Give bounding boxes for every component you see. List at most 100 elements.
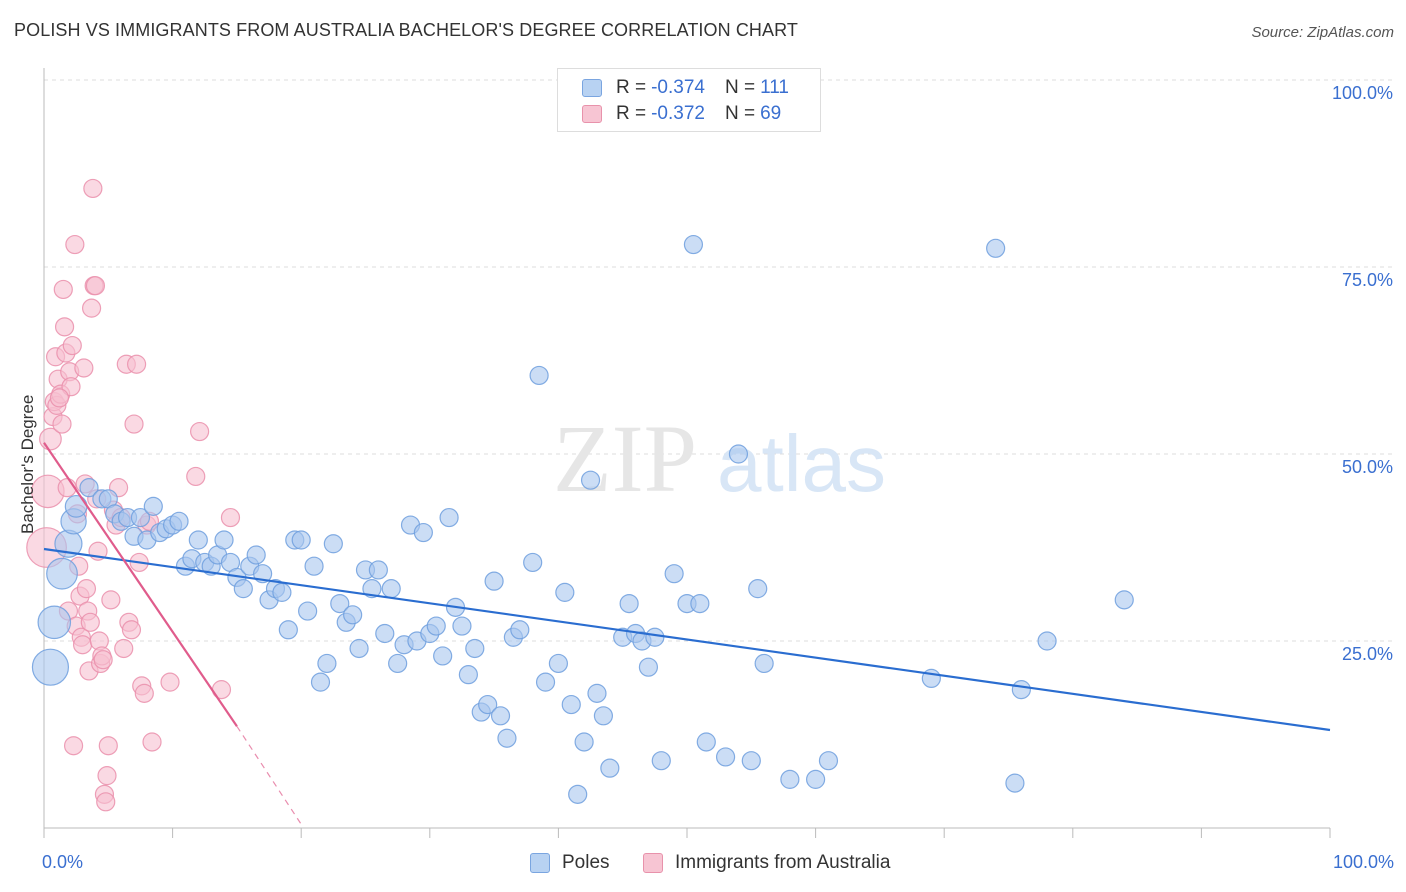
data-point-poles — [64, 494, 88, 518]
watermark-atlas: atlas — [717, 419, 886, 508]
data-point-poles — [31, 648, 70, 686]
data-point-poles — [381, 579, 401, 599]
data-point-poles — [497, 728, 517, 748]
data-point-poles — [986, 238, 1006, 258]
y-tick-label: 25.0% — [1342, 644, 1393, 664]
data-point-poles — [375, 623, 395, 644]
y-tick-labels: 100.0% 75.0% 50.0% 25.0% — [1332, 83, 1393, 664]
data-point-immigrants — [134, 683, 154, 703]
data-point-poles — [568, 784, 588, 804]
data-point-immigrants — [142, 732, 162, 752]
data-point-poles — [715, 747, 736, 767]
data-point-poles — [780, 769, 800, 789]
data-point-immigrants — [101, 590, 121, 610]
data-point-poles — [580, 470, 601, 490]
data-point-poles — [169, 511, 189, 531]
correlation-legend: R = -0.374 N = 111 R = -0.372 N = 69 — [557, 68, 821, 132]
data-point-immigrants — [72, 635, 93, 655]
data-point-immigrants — [114, 638, 134, 659]
data-point-poles — [574, 732, 594, 752]
data-point-poles — [291, 530, 311, 550]
n-value: 111 — [760, 77, 789, 98]
legend-swatch-pink — [582, 105, 602, 123]
data-point-poles — [1037, 631, 1057, 651]
legend-swatch-blue — [530, 853, 550, 873]
watermark: ZIP atlas — [553, 405, 886, 512]
data-point-poles — [484, 571, 504, 591]
data-point-poles — [478, 694, 498, 715]
data-point-poles — [368, 560, 388, 580]
data-point-poles — [343, 605, 363, 625]
data-point-poles — [690, 593, 710, 614]
data-point-poles — [349, 638, 369, 659]
data-point-poles — [79, 478, 99, 498]
data-point-poles — [465, 638, 485, 659]
data-point-poles — [130, 507, 151, 528]
data-point-poles — [696, 732, 716, 752]
data-point-poles — [37, 605, 72, 640]
data-point-immigrants — [97, 766, 117, 786]
data-point-immigrants — [65, 234, 85, 255]
data-point-poles — [317, 653, 337, 674]
data-point-poles — [683, 234, 704, 255]
series-legend: Poles Immigrants from Australia — [0, 850, 1406, 880]
legend-swatch-blue — [582, 79, 602, 97]
data-point-poles — [535, 672, 556, 692]
data-point-poles — [214, 530, 234, 550]
data-point-poles — [510, 620, 530, 640]
source-label: Source: ZipAtlas.com — [1251, 24, 1394, 41]
data-point-poles — [805, 769, 826, 789]
data-point-poles — [1114, 590, 1134, 610]
data-point-immigrants — [190, 421, 210, 442]
data-point-poles — [452, 616, 472, 636]
x-min-label: 0.0% — [42, 852, 84, 872]
data-point-poles — [818, 751, 839, 771]
trend-line-poles — [43, 547, 1331, 732]
data-point-immigrants — [81, 298, 102, 318]
legend-label: Immigrants from Australia — [675, 852, 891, 873]
data-point-poles — [388, 653, 408, 674]
data-point-poles — [143, 496, 163, 516]
data-point-immigrants — [85, 276, 106, 296]
data-point-immigrants — [83, 178, 103, 199]
r-label: R = — [616, 103, 647, 124]
data-point-immigrants — [96, 792, 116, 812]
y-tick-label: 100.0% — [1332, 83, 1393, 103]
trend-line-immigrants-extension — [236, 725, 302, 825]
data-point-poles — [458, 665, 478, 685]
data-point-poles — [272, 582, 292, 602]
data-point-poles — [645, 627, 665, 647]
data-point-poles — [1005, 773, 1025, 793]
data-point-poles — [754, 653, 774, 674]
trend-line-immigrants — [43, 442, 238, 727]
data-point-poles — [439, 507, 459, 528]
watermark-zip: ZIP — [553, 405, 697, 512]
trend-lines — [43, 442, 1331, 825]
data-point-immigrants — [220, 507, 241, 528]
data-point-immigrants — [121, 620, 142, 640]
n-label: N = — [724, 103, 756, 124]
data-point-poles — [298, 601, 318, 621]
legend-row-poles: R = -0.374 N = 111 — [582, 76, 789, 100]
legend-row-immigrants: R = -0.372 N = 69 — [582, 102, 781, 126]
data-point-immigrants — [63, 736, 84, 756]
data-point-poles — [310, 672, 331, 692]
data-point-poles — [323, 534, 343, 554]
data-point-poles — [246, 545, 266, 565]
y-axis-label: Bachelor's Degree — [18, 394, 37, 534]
data-point-poles — [638, 657, 659, 677]
n-value: 69 — [760, 103, 782, 124]
data-point-immigrants — [98, 736, 118, 756]
data-point-poles — [651, 751, 671, 771]
data-point-poles — [548, 653, 569, 674]
data-point-immigrants — [52, 414, 72, 434]
series-poles — [31, 234, 1134, 804]
data-point-immigrants — [126, 354, 147, 374]
data-point-poles — [188, 530, 208, 550]
data-point-poles — [433, 646, 453, 666]
data-point-immigrants — [62, 335, 82, 356]
data-point-poles — [330, 593, 350, 614]
y-tick-label: 50.0% — [1342, 457, 1393, 477]
r-value: -0.374 — [651, 77, 705, 98]
